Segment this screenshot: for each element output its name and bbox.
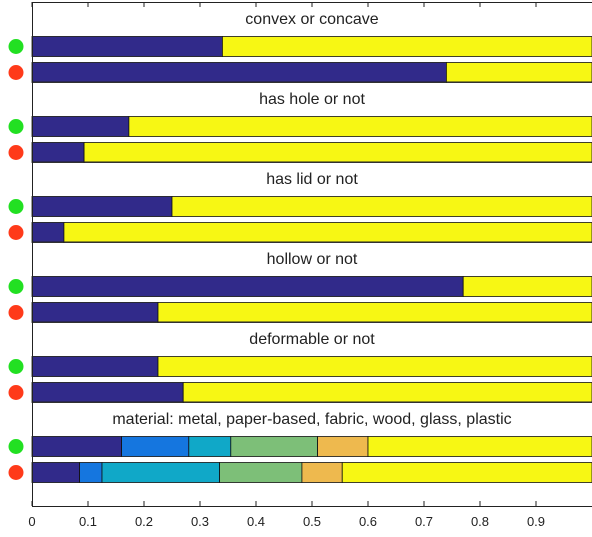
bar-segment (31, 62, 447, 83)
x-tick-label: 0.5 (303, 514, 321, 529)
bar-segment (31, 36, 223, 57)
bar-segment (31, 302, 159, 323)
x-tick-label: 0.8 (471, 514, 489, 529)
x-tick-label: 0.9 (527, 514, 545, 529)
green-marker-dot (8, 39, 24, 54)
x-tick-label: 0.1 (79, 514, 97, 529)
red-marker-dot (8, 465, 24, 480)
bar-segment (182, 382, 592, 403)
red-marker-dot (8, 305, 24, 320)
bar-segment (317, 436, 369, 457)
bar-segment (367, 436, 592, 457)
group-5: material: metal, paper-based, fabric, wo… (31, 401, 592, 483)
bar-segment (188, 436, 232, 457)
group-title: has hole or not (259, 91, 365, 108)
group-3: hollow or not (31, 241, 592, 323)
x-tick-label: 0 (28, 514, 35, 529)
bar-segment (31, 142, 85, 163)
bar-segment (128, 116, 592, 137)
chart-panels: convex or concave has hole or not has lid … (31, 11, 592, 483)
plot-frame (32, 2, 592, 507)
group-title: hollow or not (267, 251, 358, 268)
bar-segment (31, 382, 184, 403)
bar-segment (31, 356, 159, 377)
group-title: material: metal, paper-based, fabric, wo… (112, 411, 511, 428)
bar-segment (79, 462, 103, 483)
green-marker-dot (8, 199, 24, 214)
bar-segment (157, 302, 592, 323)
group-title: convex or concave (245, 11, 379, 28)
bar-segment (121, 436, 190, 457)
bar-segment (301, 462, 343, 483)
x-tick-label: 0.2 (135, 514, 153, 529)
green-marker-dot (8, 279, 24, 294)
bar-segment (83, 142, 592, 163)
red-marker-dot (8, 225, 24, 240)
group-4: deformable or not (31, 321, 592, 403)
x-axis: 0 0.1 0.2 0.3 0.4 0.5 0.6 0.7 0.8 0.9 (28, 2, 545, 529)
bar-segment (31, 276, 464, 297)
bar-segment (31, 196, 173, 217)
bar-segment (31, 222, 65, 243)
x-tick-label: 0.6 (359, 514, 377, 529)
green-marker-dot (8, 439, 24, 454)
bar-segment (221, 36, 592, 57)
group-1: has hole or not (31, 81, 592, 163)
group-2: has lid or not (31, 161, 592, 243)
row-markers (8, 39, 24, 480)
bar-segment (230, 436, 319, 457)
bar-segment (219, 462, 303, 483)
bar-segment (462, 276, 592, 297)
red-marker-dot (8, 385, 24, 400)
green-marker-dot (8, 359, 24, 374)
group-title: has lid or not (266, 171, 358, 188)
bar-segment (171, 196, 592, 217)
x-tick-label: 0.4 (247, 514, 265, 529)
x-tick-label: 0.7 (415, 514, 433, 529)
red-marker-dot (8, 145, 24, 160)
bar-segment (31, 116, 130, 137)
bar-segment (101, 462, 220, 483)
green-marker-dot (8, 119, 24, 134)
bar-segment (445, 62, 592, 83)
bar-segment (31, 436, 122, 457)
bar-segment (157, 356, 592, 377)
bar-segment (341, 462, 592, 483)
bar-segment (31, 462, 80, 483)
bar-segment (63, 222, 592, 243)
red-marker-dot (8, 65, 24, 80)
x-tick-label: 0.3 (191, 514, 209, 529)
group-title: deformable or not (249, 331, 375, 348)
group-0: convex or concave (31, 11, 592, 83)
